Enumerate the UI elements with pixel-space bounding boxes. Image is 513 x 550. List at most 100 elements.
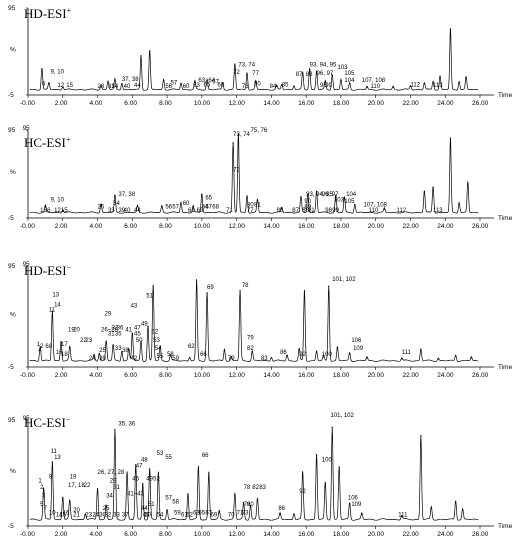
- x-tick-label: 18.00: [333, 531, 350, 538]
- chromatogram-trace: [29, 426, 479, 521]
- peak-label: 99: [332, 208, 339, 214]
- peak-point: [300, 197, 302, 199]
- peak-label: 15: [66, 83, 73, 89]
- panel-title: HD-ESI+: [24, 6, 72, 21]
- y-axis-label: %: [10, 169, 16, 176]
- peak-label: 31: [113, 485, 120, 491]
- x-tick-label: 24.00: [437, 100, 454, 107]
- peak-point: [302, 472, 304, 474]
- peak-label: 17: [61, 342, 68, 348]
- panel-title-sup: +: [67, 6, 72, 15]
- peak-label: 95: [23, 416, 30, 422]
- peak-label: 24: [89, 356, 96, 362]
- x-tick-label: 8.00: [159, 372, 172, 379]
- peak-label: 1: [38, 479, 42, 485]
- peak-point: [69, 347, 71, 349]
- peak-label: 33: [108, 208, 115, 214]
- x-axis-label: Time: [498, 215, 513, 222]
- peak-label: 101, 102: [330, 413, 354, 419]
- peak-label: 44: [134, 83, 141, 89]
- x-tick-label: 20.00: [368, 531, 385, 538]
- peak-label: 12: [58, 83, 65, 89]
- peak-point: [251, 351, 253, 353]
- peak-label: 67: [212, 80, 219, 86]
- peak-label: 86: [278, 506, 285, 512]
- peak-label: 30: [99, 356, 106, 362]
- peak-label: 78: [244, 485, 251, 491]
- peak-label: 57: [165, 496, 172, 502]
- peak-label: 93, 94, 95: [310, 62, 337, 68]
- x-tick-label: 6.00: [124, 531, 137, 538]
- peak-label: 63: [193, 83, 200, 89]
- peak-point: [449, 29, 452, 31]
- peak-label: 30: [99, 512, 106, 518]
- peak-label: 26~28: [101, 328, 119, 334]
- peak-label: 32: [111, 326, 118, 332]
- peak-label: 34: [113, 201, 120, 207]
- peak-point: [62, 209, 64, 211]
- peak-label: 67: [205, 510, 212, 516]
- panel-title-sup: −: [67, 263, 72, 272]
- peak-point: [455, 355, 457, 357]
- peak-label: 1: [37, 342, 41, 348]
- peak-label: 61: [181, 512, 188, 518]
- x-tick-label: 16.00: [298, 372, 315, 379]
- x-tick-label: 8.00: [159, 531, 172, 538]
- peak-label: 60: [183, 201, 190, 207]
- x-tick-label: 10.00: [194, 372, 211, 379]
- peak-label: 77: [247, 208, 254, 214]
- peak-label: 42: [131, 356, 138, 362]
- x-tick-label: 14.00: [263, 531, 280, 538]
- peak-label: 22: [84, 483, 91, 489]
- x-tick-label: 2.00: [55, 531, 68, 538]
- peak-point: [194, 81, 196, 83]
- peak-label: 69: [211, 512, 218, 518]
- peak-label: 113: [433, 83, 443, 89]
- peak-label: 66: [200, 352, 207, 358]
- peak-point: [361, 513, 363, 515]
- peak-label: 68: [212, 204, 219, 210]
- peak-label: 34: [111, 84, 118, 90]
- x-tick-label: 8.00: [159, 223, 172, 230]
- peak-label: 67: [205, 204, 212, 210]
- peak-point: [392, 86, 394, 88]
- peak-label: 79: [247, 336, 254, 342]
- peak-label: 98: [320, 83, 327, 89]
- peak-point: [458, 202, 460, 204]
- x-tick-label: 12.00: [229, 100, 246, 107]
- peak-label: 25: [99, 348, 106, 354]
- peak-point: [249, 505, 252, 507]
- peak-label: 59: [172, 356, 179, 362]
- peak-label: 95: [23, 262, 30, 268]
- peak-label: 51: [148, 502, 155, 508]
- peak-label: 11: [49, 307, 56, 313]
- peak-point: [41, 68, 43, 70]
- peak-point: [470, 357, 472, 359]
- peak-point: [131, 333, 133, 335]
- peak-point: [222, 83, 224, 85]
- peak-label: 12: [54, 208, 61, 214]
- x-tick-label: 16.00: [298, 531, 315, 538]
- peak-point: [230, 357, 232, 359]
- peak-point: [43, 488, 45, 490]
- peak-label: 4: [38, 348, 42, 354]
- peak-label: 73: [242, 510, 249, 516]
- x-tick-label: 14.00: [263, 372, 280, 379]
- peak-label: 13: [52, 292, 59, 298]
- peak-point: [315, 70, 318, 73]
- peak-point: [189, 357, 191, 359]
- peak-label: 91: [308, 208, 315, 214]
- peak-label: 107, 108: [362, 78, 386, 84]
- peak-label: 100: [322, 352, 333, 358]
- peak-label: 54: [157, 512, 164, 518]
- peak-label: 113: [433, 208, 443, 214]
- peak-point: [302, 72, 304, 74]
- peak-label: 17, 18: [68, 483, 85, 489]
- peak-point: [51, 310, 53, 313]
- peak-label: 86: [280, 350, 287, 356]
- peak-label: 45: [143, 512, 150, 518]
- x-tick-label: 20.00: [368, 100, 385, 107]
- peak-label: 98: [325, 208, 332, 214]
- peak-point: [69, 501, 71, 503]
- peak-point: [234, 63, 236, 66]
